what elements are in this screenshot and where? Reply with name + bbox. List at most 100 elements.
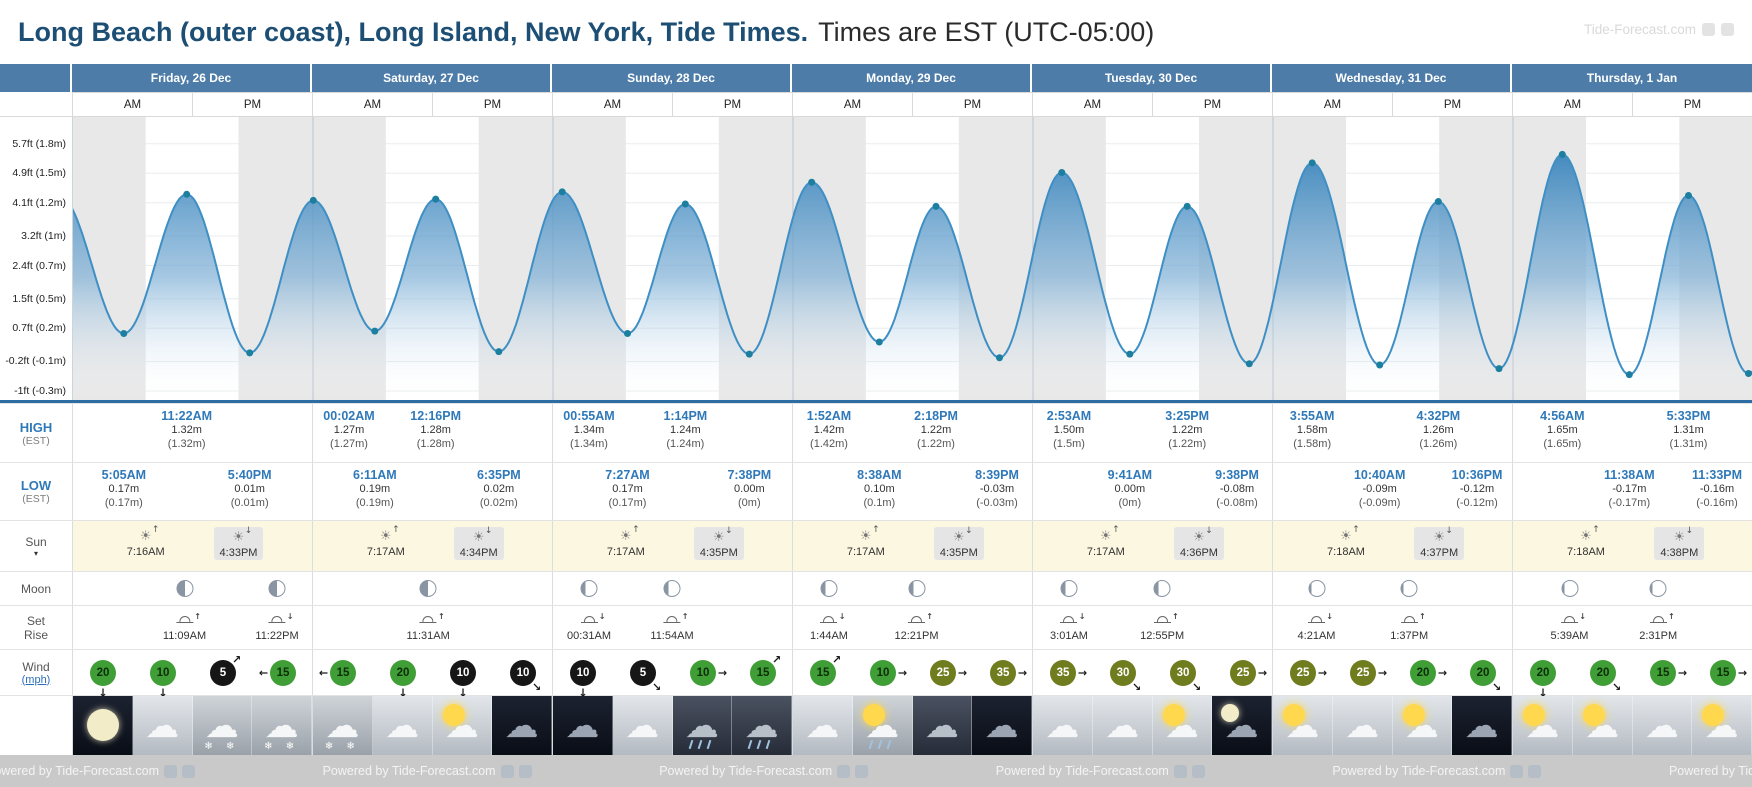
moonrise-icon: ↑ [419, 612, 445, 623]
cloud-icon: ☁ [865, 705, 900, 746]
moon-day-cell [312, 572, 552, 605]
moon-setrise-row: Set Rise ↑ 11:09AM ↓ 11:22PM ↑ 11:31AM ↓ 00:31A… [0, 605, 1752, 649]
footer-credit-link[interactable]: Powered by Tide-Forecast.com [659, 764, 869, 778]
cloud-icon: ☁ [744, 705, 779, 746]
wind-badge: 35 ↑ [1050, 659, 1089, 686]
weather-icon-snow: ☁ ❄ ❄ [192, 696, 253, 755]
wind-direction-arrow: ↑ [895, 667, 909, 678]
footer-credit-link[interactable]: Powered by Tide-Forecast.com [1668, 764, 1752, 778]
low-day-cell: 6:11AM 0.19m (0.19m) 6:35PM 0.02m (0.02m) [312, 463, 552, 520]
low-tide-row: LOW (EST) 5:05AM 0.17m (0.17m) 5:40PM 0.01m(… [0, 462, 1752, 520]
sunset-time: ☀ ↓ 4:34PM [453, 526, 504, 560]
footer-credit-link[interactable]: Powered by Tide-Forecast.com [323, 764, 532, 778]
wind-badge: 30 ↑ [1170, 659, 1204, 694]
sun-sort-icon: ▾ [33, 548, 38, 558]
wind-row: Wind (mph) 20 ↑ 10 ↑ 5 ↑ 15 ↑ 15 ↑ 20 ↑ 10 ↑ 10 ↑ 10 ↑ 5 ↑ 1… [0, 649, 1752, 698]
setrise-day-cell: ↓ 00:31AM ↑ 11:54AM [552, 606, 792, 649]
moonrise-icon: ↑ [176, 612, 201, 623]
weather-icon-snow: ☁ ❄ ❄ [313, 696, 373, 755]
moonset-icon: ↓ [580, 612, 606, 623]
high-day-cell: 2:53AM 1.50m (1.5m) 3:25PM 1.22m (1.22m) [1032, 404, 1272, 462]
weather-icon-rain: ☁ [672, 696, 733, 755]
cloud-icon: ☁ [924, 705, 959, 746]
weather-day-cell: ☁ ☁ ❄ ❄ ☁ ❄ ❄ [72, 696, 312, 755]
moon-phase-icon-waxing-gibbous [820, 580, 838, 597]
watermark-text[interactable]: Tide-Forecast.com [1583, 22, 1696, 37]
y-axis-label: 0.7ft (0.2m) [12, 322, 66, 335]
weather-day-cell: ☁ ☁ ☁ ☁ [1512, 696, 1752, 755]
low-tide-entry: 10:36PM -0.12m (-0.12m) [1451, 468, 1503, 510]
sun-day-cell: ☀ ↑ 7:18AM ☀ ↓ 4:38PM [1512, 521, 1752, 571]
raindrops-icon [868, 739, 892, 750]
cloud-icon: ☁ [1105, 705, 1140, 746]
app-store-icon [1173, 764, 1187, 778]
cloud-icon: ☁ [1525, 705, 1560, 746]
moon-phase-icon-first-quarter [268, 580, 286, 597]
cloud-icon: ☁ [1644, 705, 1679, 746]
high-tide-entry: 4:32PM 1.26m (1.26m) [1416, 409, 1461, 451]
weather-icon-snow: ☁ ❄ ❄ [252, 696, 312, 755]
moonset-icon: ↓ [1560, 612, 1586, 623]
ampm-cell: AM [72, 92, 192, 117]
sun-label: Sun [25, 534, 47, 549]
weather-icon-sun-cloud: ☁ [1692, 696, 1752, 755]
setrise-day-cell: ↓ 1:44AM ↑ 12:21PM [792, 606, 1032, 649]
moonrise-icon: ↑ [663, 612, 689, 623]
wind-badge: 20 ↑ [90, 659, 116, 698]
setrise-day-cell: ↑ 11:09AM ↓ 11:22PM [72, 606, 312, 649]
wind-direction-arrow: ↑ [1375, 667, 1389, 678]
weather-icon-cloudy: ☁ [1332, 696, 1393, 755]
play-store-icon [1528, 764, 1542, 778]
sun-day-cell: ☀ ↑ 7:16AM ☀ ↓ 4:33PM [72, 521, 312, 571]
moon-row: Moon [0, 571, 1752, 605]
low-tide-entry: 7:38PM 0.00m (0m) [727, 468, 772, 510]
ampm-cell: PM [432, 92, 552, 117]
sunrise-time: ☀ ↑ 7:18AM [1327, 525, 1365, 558]
cloud-icon: ☁ [625, 705, 660, 746]
wind-direction-arrow: ↑ [1188, 678, 1205, 694]
sun-row-label: Sun ▾ [0, 521, 72, 571]
moon-phase-icon-near-full [1308, 580, 1325, 597]
set-label: Set [26, 613, 45, 628]
sunrise-icon: ☀ ↑ [379, 525, 400, 544]
wind-badge: 10 ↑ [450, 659, 476, 698]
cloud-icon: ☁ [264, 705, 299, 746]
weather-icon-cloudy: ☁ [372, 696, 433, 755]
wind-badge: 10 ↑ [510, 659, 544, 694]
weather-icon-night-cloud-moon: ☁ [1212, 696, 1272, 755]
weather-row: ☁ ☁ ❄ ❄ ☁ ❄ ❄ ☁ ❄ ❄ ☁ ☁ ☁ ☁ ☁ ☁ ☁ ☁ ☁ ☁ ☁ ☁ ☁ ☁ ☁ ☁ ☁ ☁ ☁ ☁ ☁ ☁ ☁ [0, 695, 1752, 755]
sunset-icon: ☀ ↓ [232, 526, 253, 545]
high-tide-entry: 5:33PM 1.31m (1.31m) [1666, 409, 1711, 451]
ampm-cell: AM [312, 92, 432, 117]
wind-day-cell: 35 ↑ 30 ↑ 30 ↑ 25 ↑ [1032, 650, 1272, 695]
sunset-time: ☀ ↓ 4:33PM [213, 526, 264, 560]
sunset-icon: ☀ ↓ [472, 526, 493, 545]
page-title: Long Beach (outer coast), Long Island, N… [18, 16, 809, 47]
wind-direction-arrow: ↑ [1735, 667, 1749, 678]
footer-credit-link[interactable]: Powered by Tide-Forecast.com [0, 764, 195, 778]
wind-units-link[interactable]: (mph) [21, 673, 51, 686]
day-header: Tuesday, 30 Dec [1032, 64, 1272, 92]
low-day-cell: 9:41AM 0.00m (0m) 9:38PM -0.08m (-0.08m) [1032, 463, 1272, 520]
setrise-day-cell: ↓ 3:01AM ↑ 12:55PM [1032, 606, 1272, 649]
wind-badge: 15 ↑ [750, 651, 784, 686]
sun-day-cell: ☀ ↑ 7:18AM ☀ ↓ 4:37PM [1272, 521, 1512, 571]
weather-icon-sun-cloud: ☁ [1513, 696, 1573, 755]
wind-day-cell: 20 ↑ 20 ↑ 15 ↑ 15 ↑ [1512, 650, 1752, 698]
high-day-cell: 00:02AM 1.27m (1.27m) 12:16PM 1.28m (1.28m) [312, 404, 552, 462]
sunset-icon: ☀ ↓ [1193, 526, 1213, 545]
weather-icon-rain-sun: ☁ [852, 696, 913, 755]
day-header: Wednesday, 31 Dec [1272, 64, 1512, 92]
ampm-cell: AM [1512, 92, 1632, 117]
raindrops-icon [688, 739, 711, 750]
weather-day-cell: ☁ ☁ ☁ ☁ [552, 696, 792, 755]
low-tz-label: (EST) [22, 493, 50, 505]
site-watermark[interactable]: Tide-Forecast.com [1584, 22, 1734, 37]
snowflake-icon: ❄ ❄ [204, 741, 240, 752]
footer-credit-link[interactable]: Powered by Tide-Forecast.com [996, 764, 1205, 778]
sun-icon [1582, 704, 1605, 726]
y-axis-label: 4.1ft (1.2m) [12, 196, 66, 209]
sunrise-icon: ☀ ↑ [1099, 525, 1120, 544]
footer-credit-link[interactable]: Powered by Tide-Forecast.com [1332, 764, 1542, 778]
ampm-cell: PM [1152, 92, 1272, 117]
